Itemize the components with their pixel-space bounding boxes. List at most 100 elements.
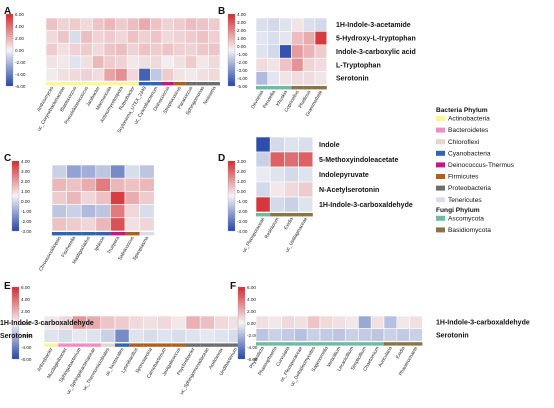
heatmap-cell bbox=[291, 44, 304, 59]
colorbar-tick-label: 3.00 bbox=[237, 20, 246, 25]
heatmap-cell bbox=[332, 328, 346, 342]
heatmap-cell bbox=[68, 55, 82, 69]
heatmap-cell bbox=[302, 57, 316, 72]
heatmap-cell bbox=[103, 55, 116, 69]
heatmap-cell bbox=[302, 31, 316, 46]
colorbar-tick-label: 1.00 bbox=[237, 179, 246, 184]
heatmap-cell bbox=[345, 315, 359, 329]
heatmap-cell bbox=[92, 68, 105, 82]
row-label: Serotonin bbox=[336, 76, 369, 83]
heatmap-cell bbox=[268, 315, 282, 329]
heatmap-cell bbox=[279, 44, 292, 59]
legend-entry: Firmicutes bbox=[448, 174, 479, 181]
heatmap-cell bbox=[269, 181, 285, 198]
colorbar-tick-label: -2.00 bbox=[15, 60, 26, 65]
heatmap-cell bbox=[370, 328, 385, 342]
colorbar-tick-label: 6.00 bbox=[21, 285, 30, 290]
heatmap-cell bbox=[269, 151, 285, 168]
heatmap-cell bbox=[199, 315, 215, 330]
heatmap-cell bbox=[255, 44, 269, 59]
heatmap-cell bbox=[103, 30, 116, 44]
phylum-annotation-cell bbox=[256, 213, 271, 217]
column-label: Truepera bbox=[106, 235, 121, 255]
row-label: Serotonin bbox=[436, 332, 469, 339]
heatmap-cell bbox=[409, 315, 423, 329]
colorbar-tick-label: 6.00 bbox=[15, 12, 24, 17]
heatmap-cell bbox=[45, 68, 58, 82]
heatmap-cell bbox=[196, 42, 209, 57]
heatmap-cell bbox=[80, 42, 93, 57]
heatmap-cell bbox=[124, 177, 140, 192]
phylum-annotation-cell bbox=[267, 86, 280, 90]
heatmap-cell bbox=[298, 151, 314, 168]
heatmap-cell bbox=[115, 42, 128, 57]
heatmap-cell bbox=[208, 30, 221, 44]
colorbar-tick-label: -6.00 bbox=[21, 357, 32, 362]
phylum-annotation-cell bbox=[95, 232, 111, 236]
legend-swatch bbox=[436, 150, 445, 156]
heatmap-cell bbox=[196, 30, 209, 44]
colorbar-tick-label: 3.00 bbox=[237, 159, 246, 164]
colorbar-tick-label: -4.00 bbox=[247, 345, 258, 350]
heatmap-cell bbox=[92, 42, 105, 57]
heatmap-cell bbox=[268, 328, 282, 342]
column-label: Resinicium bbox=[264, 217, 281, 240]
phylum-annotation-cell bbox=[57, 82, 70, 86]
phylum-annotation-cell bbox=[69, 82, 81, 86]
heatmap-cell bbox=[138, 42, 151, 57]
phylum-annotation-cell bbox=[298, 213, 313, 217]
heatmap-cell bbox=[115, 68, 128, 82]
heatmap-cell bbox=[281, 315, 295, 329]
heatmap-cell bbox=[80, 17, 93, 31]
colorbar-tick-label: -2.00 bbox=[237, 209, 248, 214]
heatmap-cell bbox=[291, 17, 304, 32]
phylum-annotation-cell bbox=[396, 342, 410, 346]
heatmap-cell bbox=[208, 17, 221, 31]
phylum-annotation-cell bbox=[150, 82, 162, 86]
phylum-annotation-cell bbox=[125, 232, 140, 236]
heatmap-cell bbox=[332, 315, 346, 329]
phylum-annotation-cell bbox=[320, 342, 333, 346]
legend-entry: Bacteroidetes bbox=[448, 127, 489, 134]
phylum-annotation-cell bbox=[270, 213, 285, 217]
phylum-annotation-cell bbox=[228, 343, 243, 347]
heatmap-cell bbox=[114, 328, 130, 343]
heatmap-cell bbox=[267, 71, 280, 86]
heatmap-cell bbox=[184, 30, 198, 44]
heatmap-cell bbox=[126, 55, 140, 69]
legend-entry: Actinobacteria bbox=[448, 116, 490, 123]
phylum-annotation-cell bbox=[127, 82, 139, 86]
heatmap-cell bbox=[43, 328, 59, 343]
heatmap-cell bbox=[95, 177, 111, 192]
legend-swatch bbox=[436, 215, 445, 221]
colorbar-tick-label: 0.00 bbox=[15, 48, 24, 53]
colorbar-tick-label: -3.00 bbox=[237, 68, 248, 73]
heatmap-panel-e: E 6.004.002.000.00-2.00-4.00-6.00 Arthroba… bbox=[0, 281, 244, 396]
heatmap-cell bbox=[255, 328, 270, 342]
heatmap-cell bbox=[161, 30, 174, 44]
heatmap-cell bbox=[255, 71, 269, 86]
phylum-annotation-cell bbox=[214, 343, 229, 347]
colorbar-tick-label: 2.00 bbox=[21, 309, 30, 314]
heatmap-cell bbox=[214, 315, 229, 330]
row-label: 5-Methoxyindoleacetate bbox=[319, 157, 398, 164]
heatmap-cell bbox=[184, 68, 198, 82]
heatmap-cell bbox=[66, 164, 82, 179]
heatmap-cell bbox=[383, 328, 398, 342]
phylum-annotation-cell bbox=[46, 82, 58, 86]
row-label: N-Acetylserotonin bbox=[319, 187, 379, 194]
heatmap-cell bbox=[72, 328, 87, 343]
colorbar-tick-label: -4.00 bbox=[237, 229, 248, 234]
phylum-annotation-cell bbox=[80, 82, 93, 86]
bacteria-legend-title: Bacteria Phylum bbox=[436, 107, 488, 114]
heatmap-cell bbox=[103, 17, 116, 31]
colorbar-tick-label: -2.00 bbox=[237, 60, 248, 65]
colorbar bbox=[227, 13, 236, 87]
phylum-annotation-cell bbox=[307, 342, 320, 346]
legend-entry: Cyanobacteria bbox=[448, 150, 491, 157]
phylum-annotation-cell bbox=[52, 232, 67, 236]
heatmap-cell bbox=[284, 151, 299, 168]
heatmap-cell bbox=[80, 68, 93, 82]
colorbar bbox=[11, 286, 20, 360]
